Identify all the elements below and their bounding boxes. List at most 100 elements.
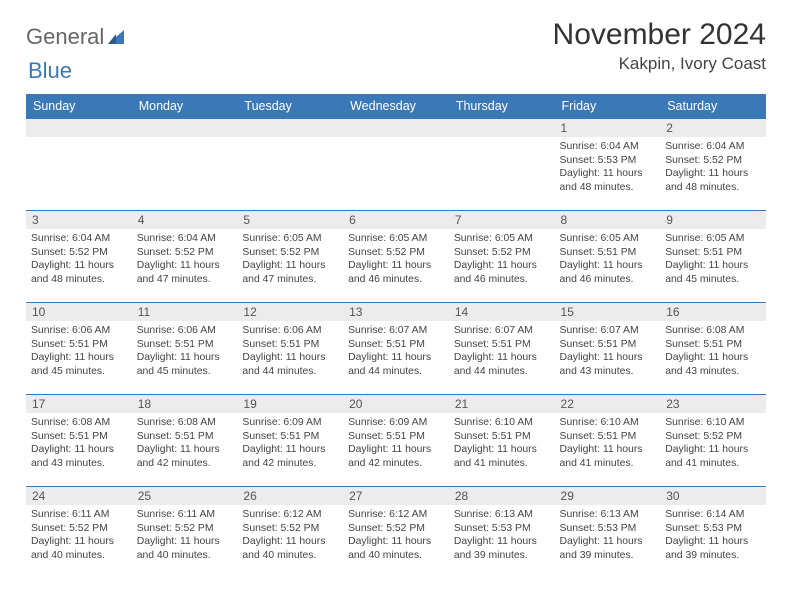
day-details: Sunrise: 6:12 AMSunset: 5:52 PMDaylight:…	[343, 505, 449, 565]
day-details: Sunrise: 6:05 AMSunset: 5:51 PMDaylight:…	[660, 229, 766, 289]
sunrise-text: Sunrise: 6:10 AM	[454, 416, 550, 430]
weekday-header: Tuesday	[237, 94, 343, 119]
daylight-text: Daylight: 11 hours and 42 minutes.	[242, 443, 338, 470]
empty-day	[237, 119, 343, 137]
logo-text-blue: Blue	[28, 58, 72, 83]
sunset-text: Sunset: 5:52 PM	[665, 154, 761, 168]
sunset-text: Sunset: 5:51 PM	[560, 338, 656, 352]
sunset-text: Sunset: 5:51 PM	[137, 338, 233, 352]
daylight-text: Daylight: 11 hours and 45 minutes.	[137, 351, 233, 378]
calendar-cell: 3Sunrise: 6:04 AMSunset: 5:52 PMDaylight…	[26, 211, 132, 303]
sunrise-text: Sunrise: 6:13 AM	[560, 508, 656, 522]
sunrise-text: Sunrise: 6:12 AM	[242, 508, 338, 522]
day-number: 29	[555, 487, 661, 505]
day-number: 5	[237, 211, 343, 229]
day-details: Sunrise: 6:13 AMSunset: 5:53 PMDaylight:…	[555, 505, 661, 565]
calendar-cell: 28Sunrise: 6:13 AMSunset: 5:53 PMDayligh…	[449, 487, 555, 579]
empty-day	[449, 119, 555, 137]
day-details: Sunrise: 6:05 AMSunset: 5:52 PMDaylight:…	[237, 229, 343, 289]
calendar-cell: 1Sunrise: 6:04 AMSunset: 5:53 PMDaylight…	[555, 119, 661, 211]
title-block: November 2024 Kakpin, Ivory Coast	[553, 18, 766, 74]
day-details: Sunrise: 6:13 AMSunset: 5:53 PMDaylight:…	[449, 505, 555, 565]
calendar-cell: 18Sunrise: 6:08 AMSunset: 5:51 PMDayligh…	[132, 395, 238, 487]
daylight-text: Daylight: 11 hours and 45 minutes.	[665, 259, 761, 286]
calendar-cell	[132, 119, 238, 211]
sunset-text: Sunset: 5:51 PM	[242, 338, 338, 352]
sunrise-text: Sunrise: 6:05 AM	[665, 232, 761, 246]
sunrise-text: Sunrise: 6:05 AM	[348, 232, 444, 246]
daylight-text: Daylight: 11 hours and 44 minutes.	[348, 351, 444, 378]
sunset-text: Sunset: 5:51 PM	[348, 430, 444, 444]
daylight-text: Daylight: 11 hours and 45 minutes.	[31, 351, 127, 378]
calendar-cell: 14Sunrise: 6:07 AMSunset: 5:51 PMDayligh…	[449, 303, 555, 395]
sunrise-text: Sunrise: 6:10 AM	[560, 416, 656, 430]
sunset-text: Sunset: 5:53 PM	[665, 522, 761, 536]
daylight-text: Daylight: 11 hours and 40 minutes.	[348, 535, 444, 562]
daylight-text: Daylight: 11 hours and 40 minutes.	[137, 535, 233, 562]
calendar-cell: 23Sunrise: 6:10 AMSunset: 5:52 PMDayligh…	[660, 395, 766, 487]
sunrise-text: Sunrise: 6:08 AM	[31, 416, 127, 430]
calendar-cell	[343, 119, 449, 211]
weekday-header: Monday	[132, 94, 238, 119]
sunrise-text: Sunrise: 6:06 AM	[242, 324, 338, 338]
sunset-text: Sunset: 5:52 PM	[31, 522, 127, 536]
day-number: 24	[26, 487, 132, 505]
sunrise-text: Sunrise: 6:08 AM	[137, 416, 233, 430]
day-number: 1	[555, 119, 661, 137]
daylight-text: Daylight: 11 hours and 47 minutes.	[242, 259, 338, 286]
day-details: Sunrise: 6:11 AMSunset: 5:52 PMDaylight:…	[132, 505, 238, 565]
daylight-text: Daylight: 11 hours and 43 minutes.	[31, 443, 127, 470]
daylight-text: Daylight: 11 hours and 48 minutes.	[560, 167, 656, 194]
day-details: Sunrise: 6:14 AMSunset: 5:53 PMDaylight:…	[660, 505, 766, 565]
day-details: Sunrise: 6:10 AMSunset: 5:52 PMDaylight:…	[660, 413, 766, 473]
sunrise-text: Sunrise: 6:11 AM	[31, 508, 127, 522]
day-details: Sunrise: 6:10 AMSunset: 5:51 PMDaylight:…	[555, 413, 661, 473]
daylight-text: Daylight: 11 hours and 39 minutes.	[560, 535, 656, 562]
day-details: Sunrise: 6:07 AMSunset: 5:51 PMDaylight:…	[449, 321, 555, 381]
day-number: 13	[343, 303, 449, 321]
daylight-text: Daylight: 11 hours and 44 minutes.	[454, 351, 550, 378]
daylight-text: Daylight: 11 hours and 40 minutes.	[31, 535, 127, 562]
sunrise-text: Sunrise: 6:06 AM	[137, 324, 233, 338]
calendar-cell: 29Sunrise: 6:13 AMSunset: 5:53 PMDayligh…	[555, 487, 661, 579]
empty-day	[132, 119, 238, 137]
calendar-cell: 26Sunrise: 6:12 AMSunset: 5:52 PMDayligh…	[237, 487, 343, 579]
weekday-header: Thursday	[449, 94, 555, 119]
sunrise-text: Sunrise: 6:08 AM	[665, 324, 761, 338]
daylight-text: Daylight: 11 hours and 43 minutes.	[560, 351, 656, 378]
sunset-text: Sunset: 5:51 PM	[31, 430, 127, 444]
calendar-cell: 30Sunrise: 6:14 AMSunset: 5:53 PMDayligh…	[660, 487, 766, 579]
sunset-text: Sunset: 5:53 PM	[454, 522, 550, 536]
calendar-cell: 4Sunrise: 6:04 AMSunset: 5:52 PMDaylight…	[132, 211, 238, 303]
sunset-text: Sunset: 5:51 PM	[137, 430, 233, 444]
sunrise-text: Sunrise: 6:07 AM	[454, 324, 550, 338]
day-details: Sunrise: 6:06 AMSunset: 5:51 PMDaylight:…	[237, 321, 343, 381]
sunset-text: Sunset: 5:51 PM	[560, 430, 656, 444]
daylight-text: Daylight: 11 hours and 42 minutes.	[137, 443, 233, 470]
sunrise-text: Sunrise: 6:09 AM	[242, 416, 338, 430]
day-number: 6	[343, 211, 449, 229]
calendar-cell: 7Sunrise: 6:05 AMSunset: 5:52 PMDaylight…	[449, 211, 555, 303]
day-details: Sunrise: 6:09 AMSunset: 5:51 PMDaylight:…	[343, 413, 449, 473]
calendar-cell: 12Sunrise: 6:06 AMSunset: 5:51 PMDayligh…	[237, 303, 343, 395]
calendar-table: SundayMondayTuesdayWednesdayThursdayFrid…	[26, 94, 766, 579]
day-details: Sunrise: 6:12 AMSunset: 5:52 PMDaylight:…	[237, 505, 343, 565]
calendar-week: 10Sunrise: 6:06 AMSunset: 5:51 PMDayligh…	[26, 303, 766, 395]
day-number: 22	[555, 395, 661, 413]
calendar-cell: 13Sunrise: 6:07 AMSunset: 5:51 PMDayligh…	[343, 303, 449, 395]
calendar-body: 1Sunrise: 6:04 AMSunset: 5:53 PMDaylight…	[26, 119, 766, 579]
sunrise-text: Sunrise: 6:04 AM	[665, 140, 761, 154]
day-details: Sunrise: 6:06 AMSunset: 5:51 PMDaylight:…	[26, 321, 132, 381]
day-details: Sunrise: 6:04 AMSunset: 5:53 PMDaylight:…	[555, 137, 661, 197]
day-number: 12	[237, 303, 343, 321]
empty-day	[343, 119, 449, 137]
sunset-text: Sunset: 5:52 PM	[242, 246, 338, 260]
calendar-week: 17Sunrise: 6:08 AMSunset: 5:51 PMDayligh…	[26, 395, 766, 487]
calendar-cell: 20Sunrise: 6:09 AMSunset: 5:51 PMDayligh…	[343, 395, 449, 487]
day-number: 30	[660, 487, 766, 505]
sunrise-text: Sunrise: 6:04 AM	[31, 232, 127, 246]
sunset-text: Sunset: 5:52 PM	[31, 246, 127, 260]
calendar-cell: 6Sunrise: 6:05 AMSunset: 5:52 PMDaylight…	[343, 211, 449, 303]
sunset-text: Sunset: 5:53 PM	[560, 522, 656, 536]
calendar-cell: 5Sunrise: 6:05 AMSunset: 5:52 PMDaylight…	[237, 211, 343, 303]
